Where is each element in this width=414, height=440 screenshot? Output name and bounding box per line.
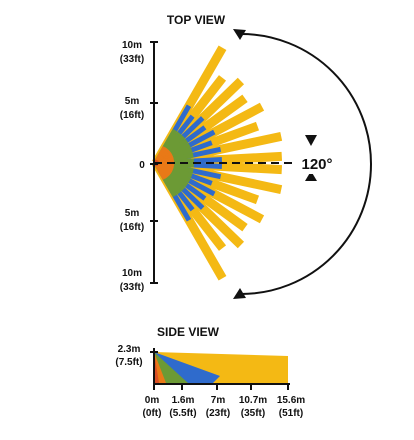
axis-label-bottom-10m: 10m (122, 268, 142, 279)
distance-label-15-6m: 15.6m (277, 395, 305, 406)
beam-close-16 (153, 161, 168, 180)
coverage-angle-label: 120° (301, 156, 332, 173)
axis-label-bottom-5m: 5m (125, 208, 140, 219)
side-height-label-m: 2.3m (118, 344, 141, 355)
distance-label-10-7m: 10.7m (239, 395, 267, 406)
side-view-panel: SIDE VIEW 2.3m (7.5ft) 0m (0ft) 1.6m (5.… (115, 325, 305, 419)
top-view-title: TOP VIEW (167, 13, 226, 27)
distance-label-51ft: (51ft) (279, 408, 303, 419)
distance-label-23ft: (23ft) (206, 408, 230, 419)
axis-label-top-5m: 5m (125, 96, 140, 107)
axis-label-top-10m: 10m (122, 40, 142, 51)
top-view-panel: TOP VIEW 10m (33ft) 5m (16ft) 0 5m (16ft… (120, 13, 372, 299)
detection-beams (152, 45, 283, 281)
arc-arrowhead-top (233, 29, 246, 40)
distance-label-35ft: (35ft) (241, 408, 265, 419)
distance-label-1-6m: 1.6m (172, 395, 195, 406)
axis-label-top-33ft: (33ft) (120, 54, 144, 65)
axis-label-bottom-16ft: (16ft) (120, 222, 144, 233)
side-view-title: SIDE VIEW (157, 325, 220, 339)
axis-label-origin: 0 (139, 160, 145, 171)
side-height-label-ft: (7.5ft) (115, 357, 142, 368)
distance-label-7m: 7m (211, 395, 226, 406)
side-zone-origin (154, 352, 159, 383)
coverage-angle-arc (240, 33, 372, 295)
axis-label-top-16ft: (16ft) (120, 110, 144, 121)
distance-label-0ft: (0ft) (143, 408, 162, 419)
distance-label-5-5ft: (5.5ft) (169, 408, 196, 419)
angle-label-background (298, 152, 336, 174)
arc-arrowhead-mid-lower (305, 171, 317, 181)
arc-arrowhead-mid-upper (305, 135, 317, 146)
arc-arrowhead-bottom (233, 288, 246, 299)
axis-label-bottom-33ft: (33ft) (120, 282, 144, 293)
distance-label-0m: 0m (145, 395, 160, 406)
